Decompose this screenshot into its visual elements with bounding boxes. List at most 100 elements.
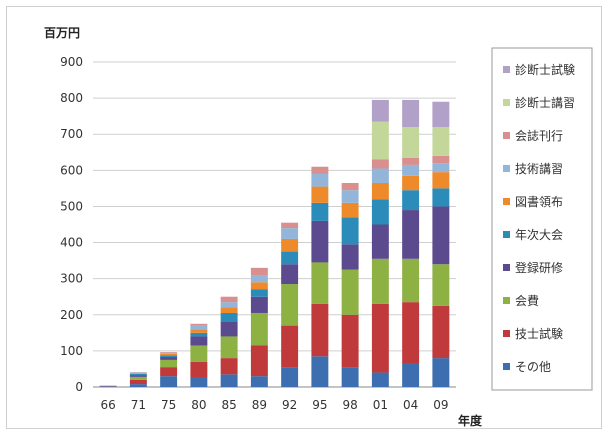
bar-segment: [402, 99, 420, 127]
bar-segment: [371, 224, 389, 259]
bar-segment: [99, 386, 117, 387]
bar-segment: [402, 157, 420, 165]
legend-swatch: [503, 99, 510, 106]
bar-segment: [160, 352, 178, 354]
bar-segment: [250, 275, 268, 283]
bar-segment: [432, 127, 450, 156]
bar-segment: [281, 264, 299, 285]
x-axis-unit-label: 年度: [458, 413, 483, 428]
bar-segment: [432, 206, 450, 265]
bar-segment: [190, 323, 208, 326]
x-tick-label: 09: [433, 398, 448, 412]
y-tick-label: 100: [60, 344, 83, 358]
bar-segment: [281, 284, 299, 326]
bar-segment: [371, 99, 389, 122]
bar-segment: [220, 336, 238, 359]
legend-label: 診断士試験: [515, 62, 575, 77]
bar-segment: [402, 127, 420, 158]
legend-swatch: [503, 297, 510, 304]
legend-swatch: [503, 165, 510, 172]
bar-segment: [341, 314, 359, 368]
y-tick-label: 400: [60, 236, 83, 250]
x-axis-ticks: 66 71 75 80 85 89 92 95 98 01 04 09: [100, 398, 448, 412]
bar-segment: [129, 373, 147, 374]
legend-label: 診断士講習: [515, 95, 575, 110]
y-tick-label: 900: [60, 55, 83, 69]
y-tick-label: 800: [60, 91, 83, 105]
bar-segment: [129, 375, 147, 377]
bar-segment: [220, 307, 238, 313]
bar-segment: [250, 267, 268, 276]
bar-segment: [371, 121, 389, 160]
bar-segment: [281, 228, 299, 239]
legend-label: 図書領布: [515, 194, 563, 209]
x-tick-label: 95: [312, 398, 327, 412]
x-tick-label: 80: [191, 398, 206, 412]
x-tick-label: 85: [221, 398, 236, 412]
bar-segment: [341, 367, 359, 387]
bar-segment: [432, 172, 450, 189]
bar-segment: [402, 190, 420, 211]
bar-segment: [402, 210, 420, 259]
legend-label: その他: [515, 360, 551, 374]
bar-segment: [129, 376, 147, 380]
bar-segment: [220, 374, 238, 387]
bar-segment: [432, 358, 450, 387]
legend-label: 会費: [515, 293, 539, 308]
bar-segment: [160, 353, 178, 356]
x-tick-label: 89: [252, 398, 267, 412]
y-tick-label: 300: [60, 272, 83, 286]
bar-segment: [190, 361, 208, 378]
bar-segment: [160, 359, 178, 368]
bar-segment: [432, 264, 450, 306]
y-axis-ticks: 0 100 200 300 400 500 600 700 800 900: [60, 55, 83, 394]
y-tick-label: 700: [60, 127, 83, 141]
bar-segment: [250, 296, 268, 313]
bar-segment: [402, 175, 420, 191]
bar-segment: [220, 322, 238, 337]
y-tick-label: 200: [60, 308, 83, 322]
bar-segment: [311, 262, 329, 304]
bar-segment: [129, 379, 147, 385]
x-tick-label: 04: [403, 398, 418, 412]
bar-segment: [341, 244, 359, 270]
bar-segment: [129, 372, 147, 374]
legend-swatch: [503, 363, 510, 370]
bar-segment: [160, 376, 178, 387]
bar-segment: [341, 202, 359, 218]
bar-segment: [371, 258, 389, 304]
bar-segment: [160, 357, 178, 360]
bar-segment: [220, 302, 238, 308]
bar-segment: [311, 166, 329, 174]
bar-segment: [371, 159, 389, 169]
bar-segment: [341, 217, 359, 245]
bar-segment: [341, 190, 359, 203]
bar-segment: [220, 312, 238, 322]
legend-label: 登録研修: [515, 260, 563, 275]
bar-segment: [190, 345, 208, 362]
bar-segment: [432, 305, 450, 359]
x-tick-label: 92: [282, 398, 297, 412]
y-tick-label: 600: [60, 163, 83, 177]
bar-segment: [311, 202, 329, 221]
bar-segment: [371, 168, 389, 183]
x-tick-label: 75: [161, 398, 176, 412]
grid-lines: [93, 61, 456, 388]
legend-label: 年次大会: [515, 228, 563, 242]
bar-segment: [160, 351, 178, 353]
bar-segment: [432, 163, 450, 173]
y-tick-label: 500: [60, 199, 83, 213]
bar-segment: [281, 238, 299, 252]
bar-segment: [281, 251, 299, 265]
bar-segment: [311, 220, 329, 263]
bar-segment: [371, 372, 389, 387]
bar-segment: [190, 325, 208, 330]
bar-segment: [250, 312, 268, 346]
legend-label: 会誌刊行: [515, 128, 563, 143]
x-tick-label: 98: [342, 398, 357, 412]
bar-segment: [160, 355, 178, 358]
bar-segment: [311, 303, 329, 357]
y-tick-label: 0: [75, 380, 83, 394]
